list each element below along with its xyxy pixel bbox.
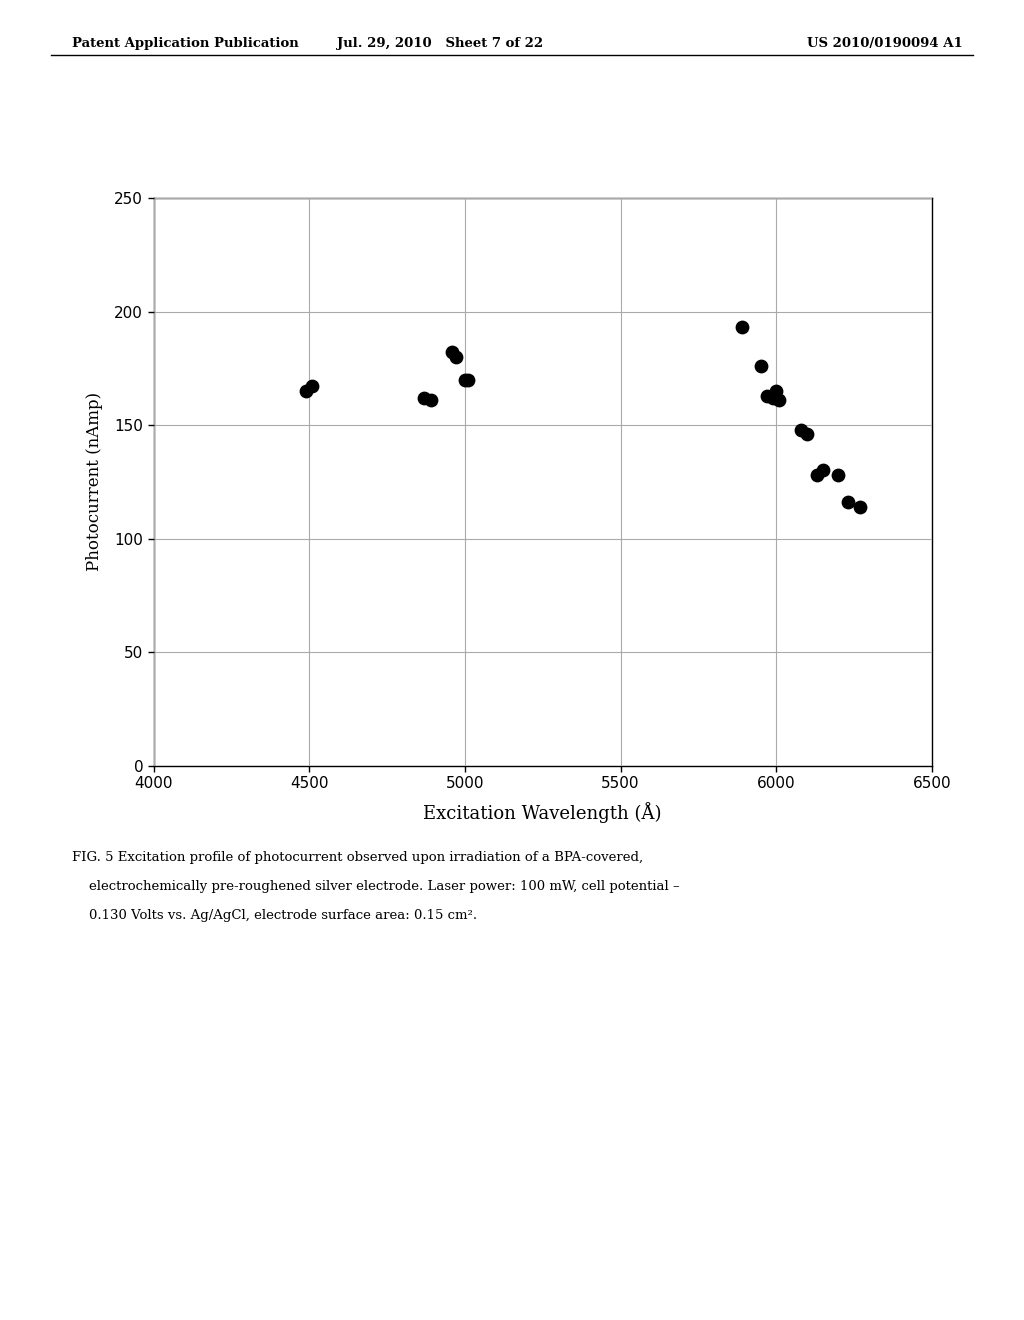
Point — [416, 387, 432, 408]
Text: Jul. 29, 2010   Sheet 7 of 22: Jul. 29, 2010 Sheet 7 of 22 — [337, 37, 544, 50]
Y-axis label: Photocurrent (nAmp): Photocurrent (nAmp) — [86, 392, 103, 572]
Text: electrochemically pre-roughened silver electrode. Laser power: 100 mW, cell pote: electrochemically pre-roughened silver e… — [72, 880, 679, 894]
Point — [765, 387, 781, 408]
Point — [304, 376, 321, 397]
Point — [768, 380, 784, 401]
Point — [793, 418, 809, 440]
Point — [815, 459, 831, 480]
Point — [771, 389, 787, 411]
Point — [830, 465, 847, 486]
Point — [457, 370, 473, 391]
Text: FIG. 5 Excitation profile of photocurrent observed upon irradiation of a BPA-cov: FIG. 5 Excitation profile of photocurren… — [72, 851, 643, 865]
Point — [852, 496, 868, 517]
X-axis label: Excitation Wavelength (Å): Excitation Wavelength (Å) — [424, 803, 662, 824]
Text: 0.130 Volts vs. Ag/AgCl, electrode surface area: 0.15 cm².: 0.130 Volts vs. Ag/AgCl, electrode surfa… — [72, 909, 477, 923]
Text: US 2010/0190094 A1: US 2010/0190094 A1 — [807, 37, 963, 50]
Text: Patent Application Publication: Patent Application Publication — [72, 37, 298, 50]
Point — [759, 385, 775, 407]
Point — [753, 355, 769, 376]
Point — [447, 346, 464, 367]
Point — [809, 465, 825, 486]
Point — [460, 370, 476, 391]
Point — [444, 342, 461, 363]
Point — [298, 380, 314, 401]
Point — [799, 424, 815, 445]
Point — [840, 491, 856, 512]
Point — [734, 317, 751, 338]
Point — [423, 389, 439, 411]
